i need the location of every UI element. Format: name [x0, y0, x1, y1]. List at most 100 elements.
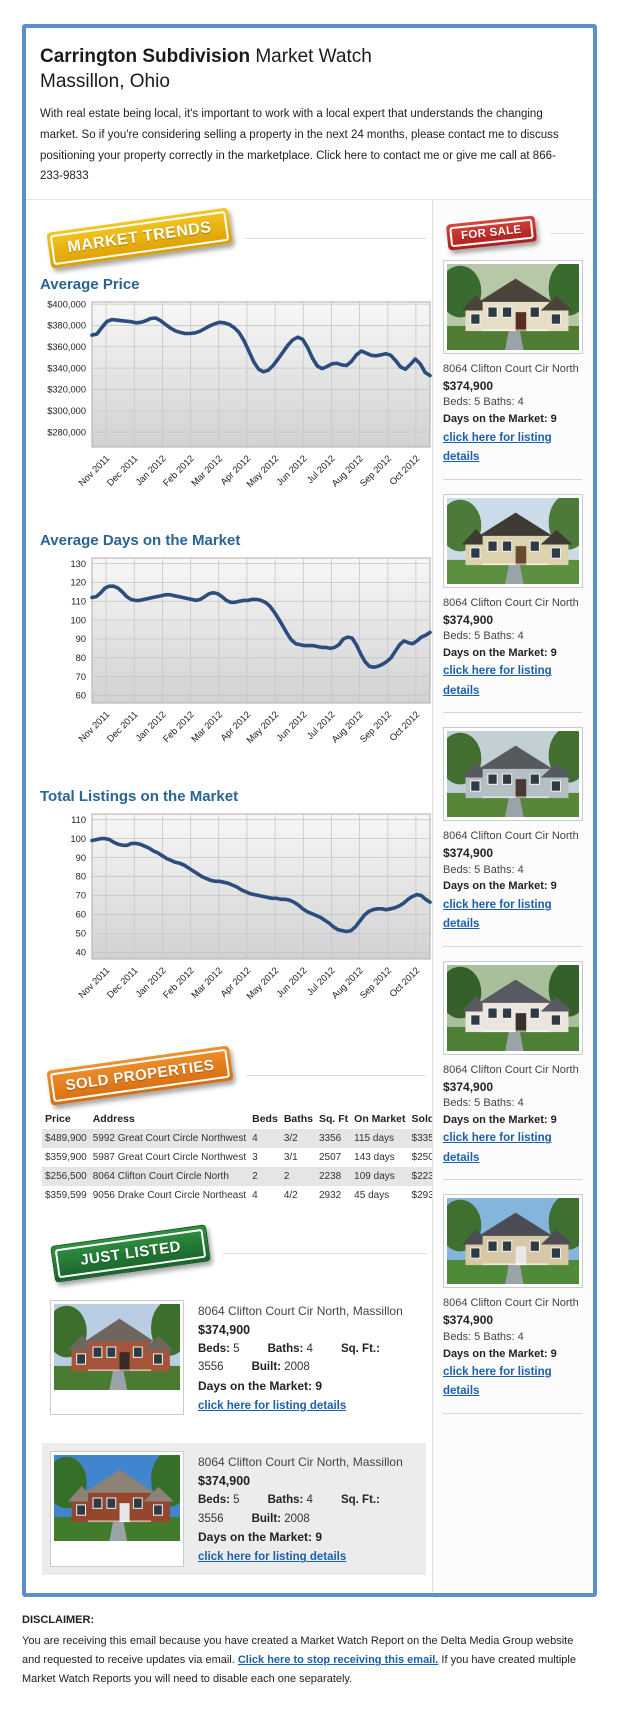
main-column: MARKET TRENDS Average Price Nov 2011 Dec … — [26, 200, 466, 1593]
svg-text:110: 110 — [71, 597, 86, 607]
table-header-row: Price Address Beds Baths Sq. Ft On Marke… — [42, 1109, 466, 1129]
svg-text:60: 60 — [76, 691, 86, 701]
table-row: $359,900 5987 Great Court Circle Northwes… — [45, 1152, 453, 1164]
divider — [443, 478, 582, 480]
listing-details-link[interactable]: click here for listing details — [443, 665, 552, 697]
days-on-market: Days on the Market: 9 — [443, 1113, 557, 1126]
svg-text:$320,000: $320,000 — [47, 385, 86, 395]
listing-beds-baths: Beds: 5 Baths: 4 — [443, 1330, 524, 1343]
divider — [549, 232, 584, 234]
svg-text:$360,000: $360,000 — [47, 342, 86, 352]
col-onmarket: On Market — [354, 1113, 406, 1126]
listing-price: $374,900 — [198, 1474, 251, 1488]
for-sale-row: FOR SALE — [443, 215, 584, 251]
average-price-chart: Nov 2011 Dec 2011 Jan 2012 Feb 2012 Mar 2012… — [40, 299, 432, 512]
total-listings-chart: Nov 2011 Dec 2011 Jan 2012 Feb 2012 Mar 2012… — [40, 811, 432, 1024]
svg-text:$300,000: $300,000 — [47, 406, 86, 416]
svg-text:Sep 2012: Sep 2012 — [358, 965, 393, 1000]
svg-text:80: 80 — [76, 872, 86, 882]
listing-price: $374,900 — [198, 1322, 251, 1337]
col-price: Price — [45, 1113, 71, 1126]
property-photo — [439, 493, 589, 588]
newsletter-frame: Carrington Subdivision Market Watch Mass… — [22, 24, 597, 1597]
listing-price: $374,900 — [443, 379, 494, 394]
svg-text:Mar 2012: Mar 2012 — [189, 709, 224, 744]
just-listed-item: 8064 Clifton Court Cir North, Massillon … — [42, 1443, 426, 1575]
property-photo — [439, 727, 589, 822]
listing-address: 8064 Clifton Court Cir North — [443, 596, 579, 609]
col-sqft: Sq. Ft — [319, 1113, 349, 1126]
chart-title-average-price: Average Price — [40, 276, 140, 294]
svg-text:Jun 2012: Jun 2012 — [275, 709, 309, 743]
listing-details-link[interactable]: click here for listing details — [443, 1366, 552, 1398]
col-baths: Baths — [283, 1113, 313, 1126]
listing-details-link[interactable]: click here for listing details — [443, 1132, 552, 1164]
listing-price: $374,900 — [443, 1313, 494, 1328]
svg-text:Jun 2012: Jun 2012 — [275, 965, 309, 999]
listing-beds-baths: Beds: 5 Baths: 4 — [443, 1097, 524, 1110]
listing-specs: Beds: 5 Baths: 4 Sq. Ft.: 3556 Built: 2008 — [198, 1343, 380, 1374]
sold-properties-row: SOLD PROPERTIES — [40, 1045, 426, 1106]
listing-details-link[interactable]: click here for listing details — [198, 1551, 347, 1564]
svg-text:Mar 2012: Mar 2012 — [189, 453, 224, 488]
divider — [443, 1179, 582, 1181]
table-row: $489,900 5992 Great Court Circle Northwes… — [42, 1129, 466, 1149]
sidebar: FOR SALE 8064 Clifton Court Cir North $3… — [432, 200, 593, 1593]
listing-details-link[interactable]: click here for listing details — [443, 898, 552, 931]
property-photo — [439, 1194, 589, 1289]
svg-text:80: 80 — [76, 653, 86, 663]
col-beds: Beds — [252, 1113, 278, 1126]
svg-text:100: 100 — [70, 834, 86, 844]
market-trends-badge: MARKET TRENDS — [46, 207, 233, 269]
divider — [223, 1253, 426, 1255]
svg-text:110: 110 — [71, 815, 86, 825]
listing-beds-baths: Beds: 5 Baths: 4 — [443, 396, 524, 409]
listing-price: $374,900 — [443, 612, 494, 627]
days-on-market: Days on the Market: 9 — [443, 413, 557, 426]
svg-text:Oct 2012: Oct 2012 — [388, 709, 422, 743]
just-listed-item: 8064 Clifton Court Cir North, Massillon … — [42, 1292, 426, 1423]
listing-details-link[interactable]: click here for listing details — [198, 1400, 347, 1413]
listing-price: $374,900 — [443, 1079, 494, 1094]
intro-text: With real estate being local, it's impor… — [40, 108, 559, 183]
for-sale-listing: 8064 Clifton Court Cir North $374,900 Be… — [439, 1194, 589, 1414]
header: Carrington Subdivision Market Watch Mass… — [26, 28, 593, 201]
listing-address: 8064 Clifton Court Cir North — [443, 1063, 579, 1076]
listing-beds-baths: Beds: 5 Baths: 4 — [443, 629, 524, 642]
divider — [443, 1412, 582, 1414]
svg-text:Dec 2011: Dec 2011 — [105, 453, 140, 488]
listing-address: 8064 Clifton Court Cir North, Massillon — [198, 1455, 403, 1470]
chart-title-average-days: Average Days on the Market — [40, 532, 241, 550]
svg-text:Oct 2012: Oct 2012 — [388, 965, 422, 999]
svg-text:Sep 2012: Sep 2012 — [358, 709, 393, 744]
svg-text:50: 50 — [76, 929, 86, 939]
table-row: $256,500 8064 Clifton Court Circle North 2… — [42, 1167, 466, 1187]
sold-properties-table: Price Address Beds Baths Sq. Ft On Marke… — [42, 1109, 466, 1205]
svg-text:60: 60 — [76, 910, 86, 920]
listing-details-link[interactable]: click here for listing details — [443, 431, 552, 464]
just-listed-badge: JUST LISTED — [50, 1224, 212, 1283]
listing-beds-baths: Beds: 5 Baths: 4 — [443, 863, 524, 876]
divider — [245, 237, 426, 239]
svg-text:100: 100 — [70, 615, 86, 625]
page-title: Carrington Subdivision Market Watch — [40, 46, 372, 67]
svg-text:Dec 2011: Dec 2011 — [105, 709, 140, 744]
property-photo — [46, 1300, 189, 1416]
days-on-market: Days on the Market: 9 — [443, 1347, 557, 1360]
for-sale-listing: 8064 Clifton Court Cir North $374,900 Be… — [439, 960, 589, 1181]
listing-price: $374,900 — [443, 846, 494, 861]
average-days-chart: Nov 2011 Dec 2011 Jan 2012 Feb 2012 Mar 2012… — [40, 555, 432, 768]
listing-specs: Beds: 5 Baths: 4 Sq. Ft.: 3556 Built: 2008 — [198, 1494, 380, 1525]
svg-text:Oct 2012: Oct 2012 — [388, 453, 422, 487]
unsubscribe-link[interactable]: Click here to stop receiving this email. — [237, 1654, 439, 1667]
for-sale-badge: FOR SALE — [445, 215, 537, 251]
just-listed-row: JUST LISTED — [40, 1224, 426, 1283]
chart-title-total-listings: Total Listings on the Market — [40, 788, 239, 806]
svg-text:Sep 2012: Sep 2012 — [358, 453, 393, 488]
svg-text:90: 90 — [76, 634, 86, 644]
market-trends-row: MARKET TRENDS — [40, 207, 426, 269]
svg-text:$380,000: $380,000 — [47, 321, 86, 331]
listing-address: 8064 Clifton Court Cir North — [443, 1297, 579, 1310]
listing-address: 8064 Clifton Court Cir North, Massillon — [198, 1304, 403, 1319]
days-on-market: Days on the Market: 9 — [198, 1378, 323, 1393]
